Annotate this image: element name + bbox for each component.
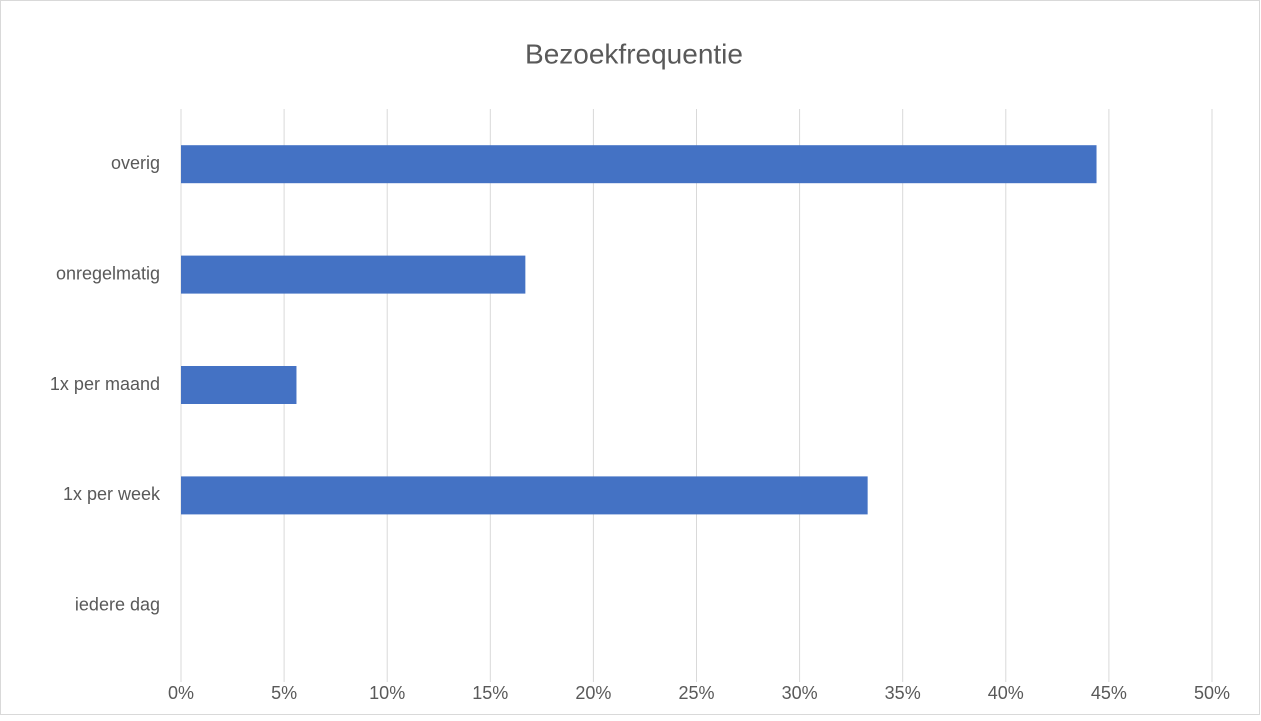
x-tick-label: 45% <box>1091 683 1127 703</box>
bar <box>181 476 868 515</box>
x-tick-label: 30% <box>782 683 818 703</box>
y-tick-label: onregelmatig <box>56 263 160 283</box>
y-tick-label: iedere dag <box>75 595 160 615</box>
x-tick-label: 50% <box>1194 683 1230 703</box>
x-tick-label: 35% <box>885 683 921 703</box>
bar <box>181 145 1097 184</box>
x-tick-label: 20% <box>575 683 611 703</box>
y-tick-label: 1x per week <box>63 484 161 504</box>
x-tick-label: 15% <box>472 683 508 703</box>
x-tick-label: 5% <box>271 683 297 703</box>
y-tick-label: overig <box>111 153 160 173</box>
x-tick-label: 25% <box>678 683 714 703</box>
x-tick-label: 0% <box>168 683 194 703</box>
x-tick-label: 10% <box>369 683 405 703</box>
x-tick-label: 40% <box>988 683 1024 703</box>
chart-title: Bezoekfrequentie <box>525 38 743 69</box>
y-tick-label: 1x per maand <box>50 374 160 394</box>
bar <box>181 366 297 404</box>
bar <box>181 255 526 294</box>
